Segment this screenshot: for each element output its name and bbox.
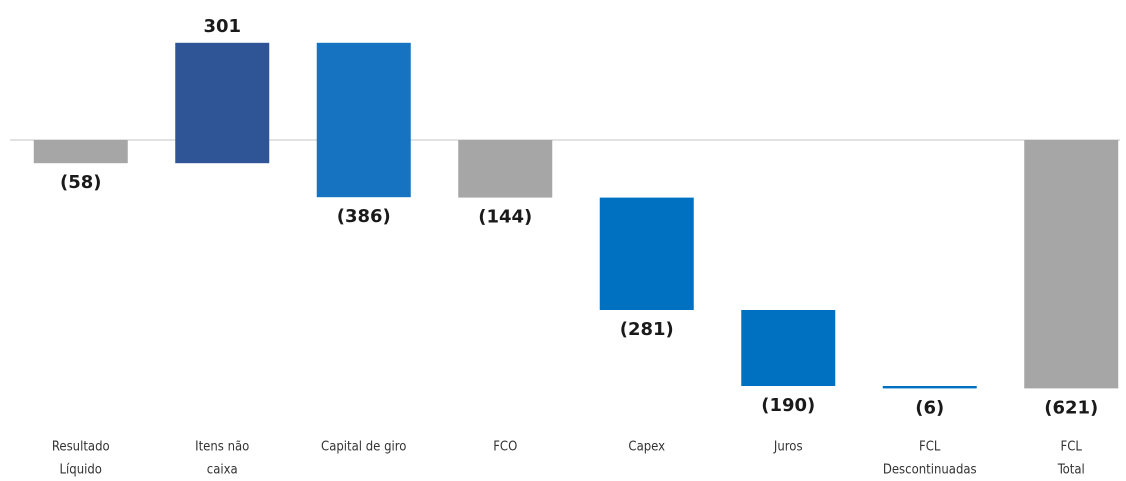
bar: [175, 42, 270, 164]
bar: [1024, 140, 1119, 389]
x-tick-label: Líquido: [60, 463, 102, 478]
x-tick-label: Itens não: [195, 440, 249, 455]
x-tick-label: Resultado: [52, 440, 110, 455]
x-tick-label: FCO: [493, 440, 517, 455]
bar: [458, 140, 553, 198]
value-label: (144): [478, 207, 532, 228]
value-label: (58): [60, 172, 102, 193]
x-tick-label: FCL: [919, 440, 941, 455]
x-tick-label: Capital de giro: [321, 440, 406, 455]
value-label: (621): [1044, 397, 1098, 418]
value-label: (386): [337, 206, 391, 227]
value-label: (281): [620, 319, 674, 340]
bar: [741, 310, 836, 386]
value-label: (190): [761, 395, 815, 416]
bar: [33, 140, 128, 164]
x-tick-label: caixa: [207, 463, 238, 478]
bar: [882, 386, 977, 389]
bar: [316, 42, 411, 198]
x-tick-label: Descontinuadas: [883, 463, 977, 478]
x-tick-label: Juros: [773, 440, 803, 455]
x-tick-label: Total: [1057, 463, 1085, 478]
x-tick-label: FCL: [1061, 440, 1083, 455]
value-label: (6): [915, 397, 944, 418]
x-tick-label: Capex: [628, 440, 665, 455]
bar: [599, 197, 694, 310]
value-label: 301: [203, 16, 241, 37]
